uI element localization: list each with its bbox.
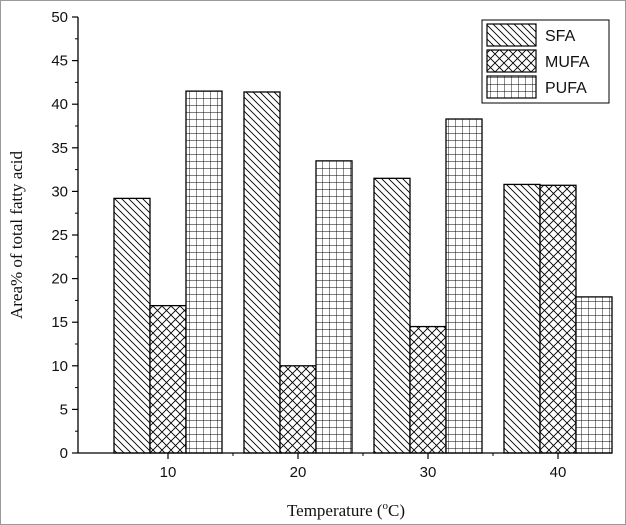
y-tick-label: 35 (51, 140, 68, 157)
legend-label-mufa: MUFA (545, 54, 590, 71)
x-axis-title-superscript: o (383, 500, 389, 512)
y-tick-label: 50 (51, 9, 68, 26)
bar-sfa-30 (373, 177, 411, 454)
bar-mufa-20 (279, 365, 317, 454)
x-axis-title: Temperature (oC) (287, 500, 405, 520)
bar-mufa-40 (539, 184, 577, 454)
y-axis-title: Area% of total fatty acid (7, 150, 26, 319)
y-tick-label: 30 (51, 183, 68, 200)
bar-sfa-40 (503, 183, 541, 454)
bar-pufa-30 (445, 118, 483, 454)
y-tick-label: 45 (51, 53, 68, 70)
legend: SFA MUFA PUFA (481, 19, 610, 104)
bar-sfa-10 (113, 197, 151, 454)
bar-pufa-20 (315, 160, 353, 454)
y-tick-label: 15 (51, 314, 68, 331)
bar-pufa-10 (185, 90, 223, 454)
x-axis-title-unit: C) (388, 501, 405, 520)
legend-label-pufa: PUFA (545, 80, 587, 97)
bar-mufa-10 (149, 304, 187, 454)
legend-swatch-sfa (486, 23, 537, 47)
legend-swatch-pufa (486, 75, 537, 99)
y-tick-label: 5 (60, 401, 68, 418)
y-tick-label: 10 (51, 358, 68, 375)
bar-pufa-40 (575, 296, 613, 454)
y-tick-label: 25 (51, 227, 68, 244)
x-tick-label: 10 (160, 464, 177, 481)
x-tick-label: 30 (420, 464, 437, 481)
legend-label-sfa: SFA (545, 28, 576, 45)
y-tick-label: 40 (51, 96, 68, 113)
y-tick-label: 20 (51, 271, 68, 288)
x-tick-label: 20 (290, 464, 307, 481)
bar-mufa-30 (409, 325, 447, 454)
x-axis-title-text: Temperature ( (287, 501, 383, 520)
x-tick-label: 40 (550, 464, 567, 481)
bar-sfa-20 (243, 91, 281, 454)
legend-swatch-mufa (486, 49, 537, 73)
y-tick-label: 0 (60, 445, 68, 462)
